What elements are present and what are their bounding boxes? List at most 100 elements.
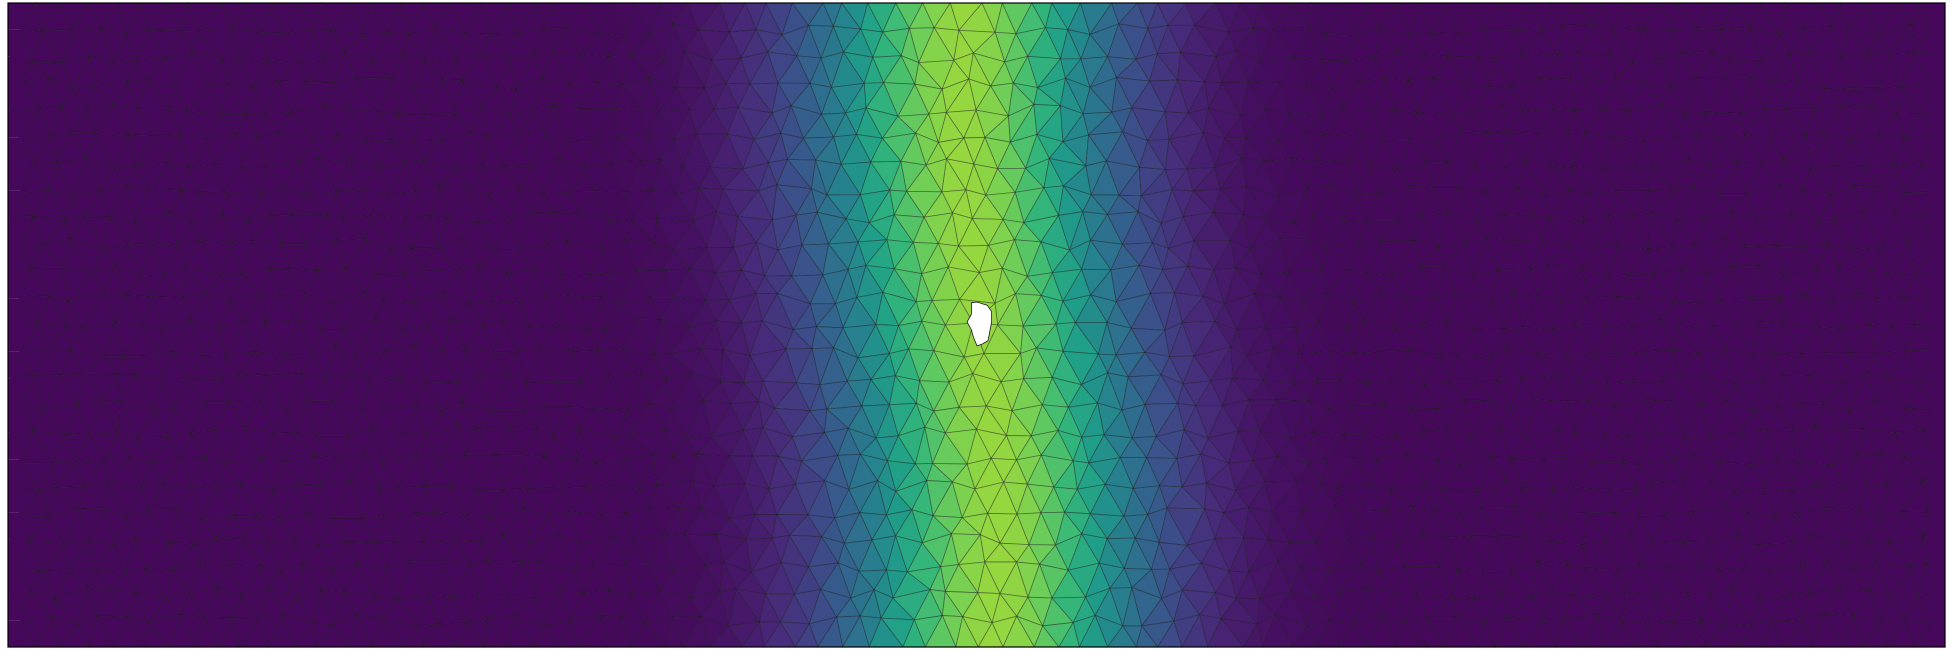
mesh-element bbox=[1409, 323, 1440, 355]
mesh-element bbox=[847, 264, 867, 299]
boundary-strip-right bbox=[1929, 3, 1945, 30]
boundary-strip-right bbox=[1929, 539, 1945, 567]
mesh-element bbox=[1837, 266, 1872, 295]
mesh-element bbox=[1033, 104, 1062, 136]
boundary-strip-left bbox=[8, 405, 24, 433]
mesh-element bbox=[124, 1, 149, 36]
mesh-element bbox=[38, 77, 63, 109]
mesh-element bbox=[758, 161, 778, 192]
boundary-strip-left bbox=[8, 593, 24, 621]
mesh-element bbox=[579, 82, 616, 109]
boundary-strip-right bbox=[1929, 593, 1945, 621]
mesh-element bbox=[1869, 324, 1893, 355]
mesh-element bbox=[659, 159, 684, 196]
mesh-element bbox=[348, 77, 380, 113]
mesh-element bbox=[355, 77, 393, 113]
mesh-element bbox=[1517, 159, 1546, 197]
mesh-element bbox=[282, 187, 308, 216]
mesh-element bbox=[185, 378, 223, 403]
mesh-element bbox=[1782, 352, 1812, 377]
mesh-element bbox=[1502, 85, 1525, 112]
mesh-element bbox=[1347, 241, 1369, 274]
mesh-element bbox=[1022, 323, 1057, 349]
mesh-element bbox=[1081, 239, 1112, 271]
mesh-element bbox=[1111, 107, 1133, 133]
mesh-element bbox=[908, 348, 935, 382]
mesh-element bbox=[925, 158, 948, 194]
mesh-element bbox=[1241, 158, 1266, 188]
boundary-strip-left bbox=[8, 378, 24, 406]
boundary-strip-left bbox=[8, 164, 24, 191]
mesh-element bbox=[261, 164, 284, 196]
mesh-element bbox=[1728, 60, 1762, 79]
boundary-strip-left bbox=[8, 110, 24, 138]
mesh-element bbox=[672, 297, 707, 329]
mesh-element bbox=[868, 188, 895, 224]
mesh-element bbox=[1396, 213, 1422, 242]
mesh-element bbox=[1691, 185, 1723, 220]
mesh-element bbox=[1382, 138, 1412, 171]
mesh-element bbox=[722, 188, 760, 218]
mesh-element bbox=[516, 77, 543, 109]
mesh-element bbox=[785, 348, 813, 385]
mesh-element bbox=[1317, 321, 1349, 353]
mesh-element bbox=[1347, 319, 1365, 355]
mesh-element bbox=[297, 318, 322, 357]
mesh-element bbox=[136, 106, 170, 137]
mesh-element bbox=[48, 162, 74, 197]
mesh-element bbox=[698, 29, 731, 61]
mesh-element bbox=[565, 107, 595, 142]
mesh-element bbox=[1704, 211, 1733, 240]
mesh-element bbox=[1324, 34, 1355, 62]
mesh-element bbox=[396, 114, 425, 143]
mesh-element bbox=[1631, 27, 1662, 63]
mesh-element bbox=[235, 113, 260, 138]
mesh-element bbox=[951, 212, 973, 248]
mesh-element bbox=[827, 241, 859, 271]
mesh-element bbox=[347, 161, 381, 191]
mesh-element bbox=[914, 61, 944, 90]
mesh-element bbox=[518, 243, 550, 271]
mesh-element bbox=[1840, 51, 1870, 90]
mesh-element bbox=[1236, 327, 1267, 358]
mesh-element bbox=[1743, 245, 1779, 267]
mesh-element bbox=[1671, 27, 1699, 55]
boundary-strip-left bbox=[8, 244, 24, 272]
mesh-element bbox=[1493, 51, 1523, 88]
mesh-element bbox=[1151, 242, 1169, 271]
mesh-element bbox=[691, 347, 722, 383]
mesh-element bbox=[72, 54, 95, 90]
mesh-element bbox=[494, 248, 520, 275]
mesh-element bbox=[135, 162, 172, 190]
mesh-element bbox=[658, 87, 691, 113]
boundary-strip-left bbox=[8, 56, 24, 84]
mesh-element bbox=[1160, 188, 1184, 224]
boundary-strip-right bbox=[1929, 459, 1945, 486]
mesh-element bbox=[371, 409, 408, 434]
mesh-element bbox=[1867, 51, 1891, 90]
mesh-element bbox=[478, 373, 509, 412]
mesh-element bbox=[819, 346, 848, 386]
mesh-element bbox=[191, 51, 223, 87]
mesh-element bbox=[213, 164, 243, 193]
mesh-element bbox=[1805, 295, 1834, 329]
boundary-strip-right bbox=[1929, 378, 1945, 406]
mesh-element bbox=[786, 158, 817, 190]
mesh-element bbox=[1772, 78, 1797, 111]
mesh-element bbox=[162, 268, 187, 299]
mesh-element bbox=[1522, 77, 1555, 112]
mesh-element bbox=[59, 373, 85, 406]
mesh-element bbox=[1778, 184, 1803, 216]
boundary-strip-left bbox=[8, 3, 24, 30]
mesh-element bbox=[846, 356, 872, 382]
mesh-element bbox=[278, 130, 316, 162]
mesh-element bbox=[423, 58, 457, 81]
mesh-element bbox=[415, 403, 443, 437]
mesh-element bbox=[1652, 269, 1684, 304]
mesh-element bbox=[1231, 355, 1265, 381]
mesh-element bbox=[508, 410, 538, 429]
mesh-element bbox=[1433, 55, 1467, 85]
mesh-element bbox=[1210, 377, 1233, 407]
mesh-element bbox=[489, 33, 516, 62]
boundary-strip-left bbox=[8, 539, 24, 567]
